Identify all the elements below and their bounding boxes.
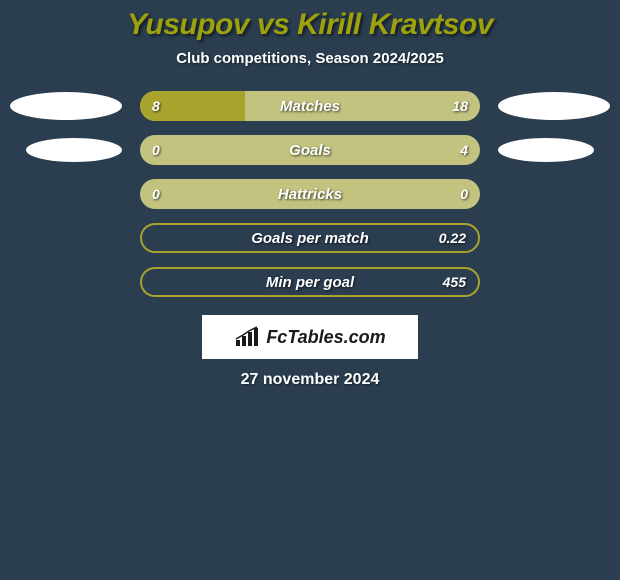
stat-row: Min per goal 455: [0, 267, 620, 297]
stat-value-left: 0: [152, 142, 160, 158]
stat-bar: 0 Goals 4: [140, 135, 480, 165]
stat-row: 0 Goals 4: [0, 135, 620, 165]
stat-value-right: 0.22: [439, 230, 466, 246]
chart-icon: [234, 326, 260, 348]
stat-row: Goals per match 0.22: [0, 223, 620, 253]
spacer: [26, 270, 122, 294]
stat-label: Goals: [289, 142, 331, 159]
stat-label: Goals per match: [251, 230, 369, 247]
stat-value-left: 8: [152, 98, 160, 114]
subtitle: Club competitions, Season 2024/2025: [0, 50, 620, 67]
team-badge-left: [26, 138, 122, 162]
logo-box: FcTables.com: [202, 315, 418, 359]
stat-value-right: 455: [443, 274, 466, 290]
spacer: [498, 182, 594, 206]
page-title: Yusupov vs Kirill Kravtsov: [0, 0, 620, 42]
spacer: [498, 270, 594, 294]
stat-value-right: 18: [452, 98, 468, 114]
team-badge-right: [498, 92, 610, 120]
stat-value-left: 0: [152, 186, 160, 202]
stat-row: 8 Matches 18: [0, 91, 620, 121]
stat-label: Hattricks: [278, 186, 342, 203]
logo-text: FcTables.com: [266, 327, 385, 348]
stats-container: 8 Matches 18 0 Goals 4 0 Hattricks 0 Goals per ma…: [0, 91, 620, 297]
stat-row: 0 Hattricks 0: [0, 179, 620, 209]
team-badge-right: [498, 138, 594, 162]
date-label: 27 november 2024: [0, 371, 620, 389]
stat-label: Matches: [280, 98, 340, 115]
stat-bar: Goals per match 0.22: [140, 223, 480, 253]
stat-bar: Min per goal 455: [140, 267, 480, 297]
stat-value-right: 0: [460, 186, 468, 202]
stat-bar: 8 Matches 18: [140, 91, 480, 121]
spacer: [26, 226, 122, 250]
spacer: [498, 226, 594, 250]
stat-label: Min per goal: [266, 274, 354, 291]
stat-bar: 0 Hattricks 0: [140, 179, 480, 209]
spacer: [26, 182, 122, 206]
team-badge-left: [10, 92, 122, 120]
stat-value-right: 4: [460, 142, 468, 158]
